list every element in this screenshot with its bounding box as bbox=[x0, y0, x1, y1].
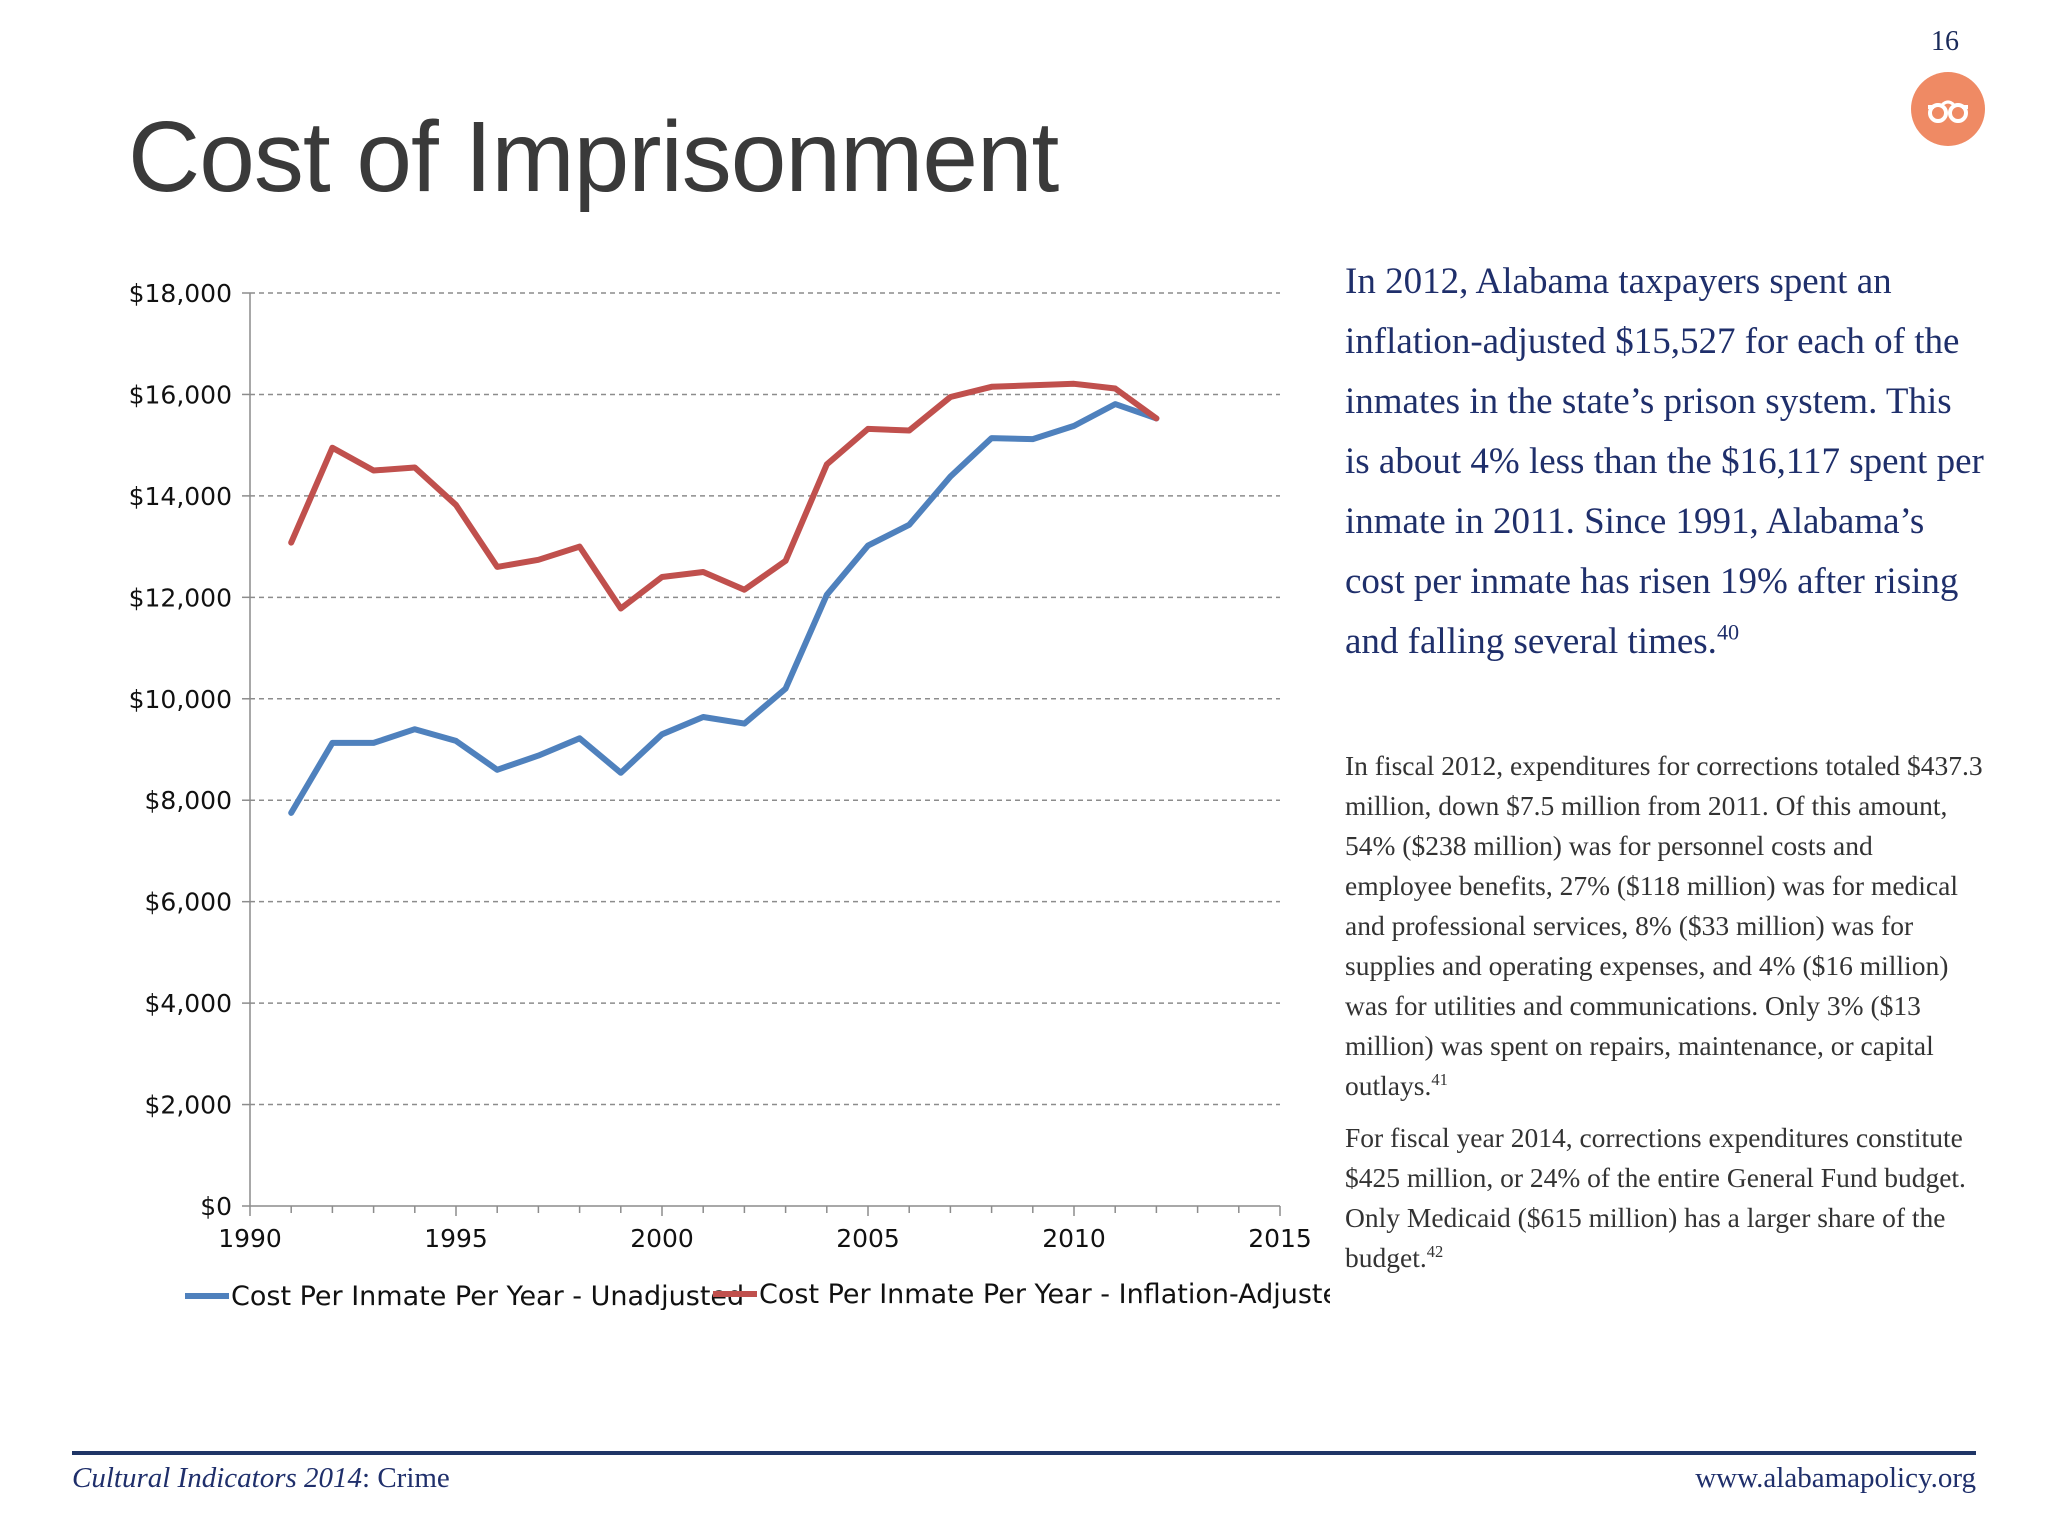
x-tick-label: 1990 bbox=[218, 1224, 282, 1253]
x-tick-label: 2015 bbox=[1248, 1224, 1312, 1253]
page-title: Cost of Imprisonment bbox=[128, 101, 1059, 213]
x-tick-label: 2005 bbox=[836, 1224, 900, 1253]
series-line-1 bbox=[288, 401, 1160, 816]
chart-legend: Cost Per Inmate Per Year - Unadjusted Cos… bbox=[185, 1279, 1330, 1310]
footer-publication-title: Cultural Indicators 2014 bbox=[72, 1462, 363, 1494]
footer-publication-section: : Crime bbox=[362, 1462, 450, 1494]
y-tick-label: $8,000 bbox=[145, 786, 232, 815]
chart-ticks: $0 $2,000 $4,000 $6,000 $8,000 $10,000 $12,000… bbox=[129, 279, 1312, 1253]
footer-website-link[interactable]: www.alabamapolicy.org bbox=[1695, 1462, 1976, 1494]
paragraph-1-footnote-ref: 41 bbox=[1431, 1069, 1448, 1089]
legend-label: Cost Per Inmate Per Year - Unadjusted bbox=[231, 1281, 744, 1310]
chart-gridlines bbox=[250, 292, 1280, 1106]
x-tick-label: 1995 bbox=[424, 1224, 488, 1253]
series-line-2 bbox=[288, 380, 1160, 612]
body-paragraph-2: For fiscal year 2014, corrections expend… bbox=[1345, 1118, 1985, 1278]
y-tick-label: $16,000 bbox=[129, 380, 232, 409]
paragraph-1-text: In fiscal 2012, expenditures for correct… bbox=[1345, 750, 1983, 1101]
y-tick-label: $6,000 bbox=[145, 888, 232, 917]
paragraph-2-footnote-ref: 42 bbox=[1426, 1241, 1444, 1261]
body-paragraph-1: In fiscal 2012, expenditures for correct… bbox=[1345, 746, 1985, 1106]
y-tick-label: $14,000 bbox=[129, 482, 232, 511]
y-tick-label: $12,000 bbox=[129, 583, 232, 612]
handcuffs-icon bbox=[1911, 72, 1985, 146]
page-number: 16 bbox=[1931, 26, 1959, 57]
y-tick-label: $18,000 bbox=[129, 279, 232, 308]
chart-axes bbox=[249, 293, 1280, 1207]
chart-series bbox=[288, 380, 1160, 816]
legend-label: Cost Per Inmate Per Year - Inflation-Adj… bbox=[759, 1279, 1330, 1310]
lead-paragraph: In 2012, Alabama taxpayers spent an infl… bbox=[1345, 252, 1985, 672]
y-tick-label: $4,000 bbox=[145, 989, 232, 1018]
y-tick-label: $0 bbox=[200, 1192, 232, 1221]
y-tick-label: $2,000 bbox=[145, 1091, 232, 1120]
lead-text: In 2012, Alabama taxpayers spent an infl… bbox=[1345, 261, 1984, 662]
x-tick-label: 2010 bbox=[1042, 1224, 1106, 1253]
paragraph-2-text: For fiscal year 2014, corrections expend… bbox=[1345, 1122, 1966, 1273]
footer-publication: Cultural Indicators 2014: Crime bbox=[72, 1462, 450, 1495]
y-tick-label: $10,000 bbox=[129, 685, 232, 714]
line-chart: $0 $2,000 $4,000 $6,000 $8,000 $10,000 $12,000… bbox=[129, 279, 1330, 1310]
x-tick-label: 2000 bbox=[630, 1224, 694, 1253]
footer-divider bbox=[72, 1451, 1976, 1455]
lead-footnote-ref: 40 bbox=[1716, 619, 1740, 645]
